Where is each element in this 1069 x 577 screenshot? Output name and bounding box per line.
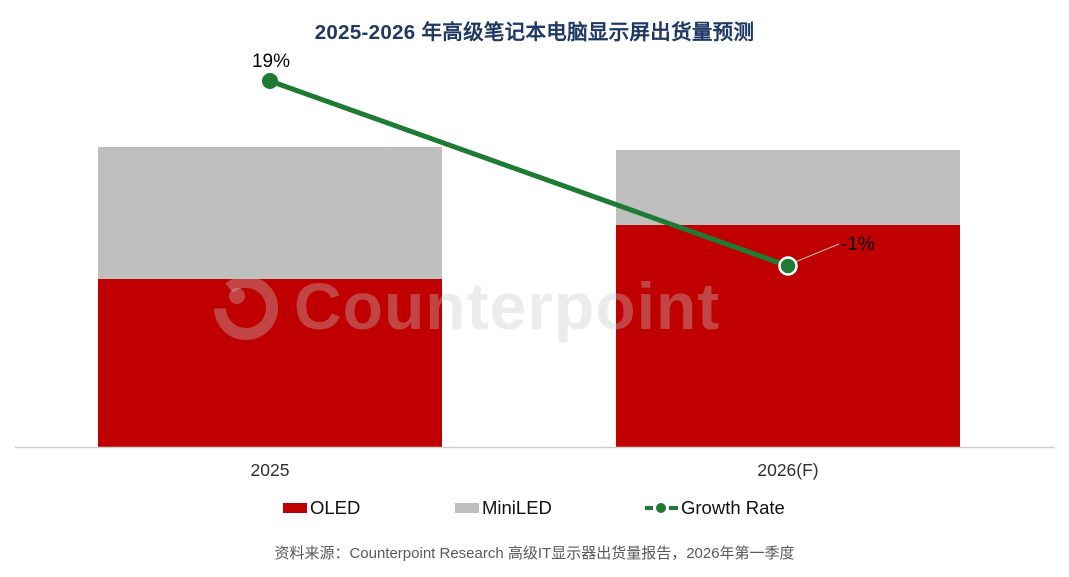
legend-item-oled: OLED	[283, 497, 360, 519]
growth-rate-line-marker-icon	[645, 502, 678, 514]
x-axis-label-2025: 2025	[251, 460, 290, 480]
source-note: 资料来源：Counterpoint Research 高级IT显示器出货量报告，…	[0, 542, 1069, 563]
legend-label-oled: OLED	[310, 497, 360, 519]
growth-data-label-2025: 19%	[252, 51, 290, 72]
legend-item-growth-rate: Growth Rate	[645, 497, 785, 519]
growth-point-2026	[780, 258, 797, 275]
growth-point-2025	[262, 73, 278, 89]
growth-data-label-2026: -1%	[841, 234, 875, 255]
legend-label-growth-rate: Growth Rate	[681, 497, 785, 519]
legend-label-miniled: MiniLED	[482, 497, 552, 519]
miniled-swatch-icon	[455, 503, 479, 513]
x-axis-label-2026(F): 2026(F)	[757, 460, 818, 480]
chart: 2025-2026 年高级笔记本电脑显示屏出货量预测 Counterpoint …	[0, 0, 1069, 577]
growth-rate-line	[270, 81, 788, 266]
oled-swatch-icon	[283, 503, 307, 513]
growth-label-leader-line	[795, 244, 839, 262]
line-layer: 2025 2026(F) 19% -1%	[0, 0, 1069, 577]
legend-item-miniled: MiniLED	[455, 497, 552, 519]
